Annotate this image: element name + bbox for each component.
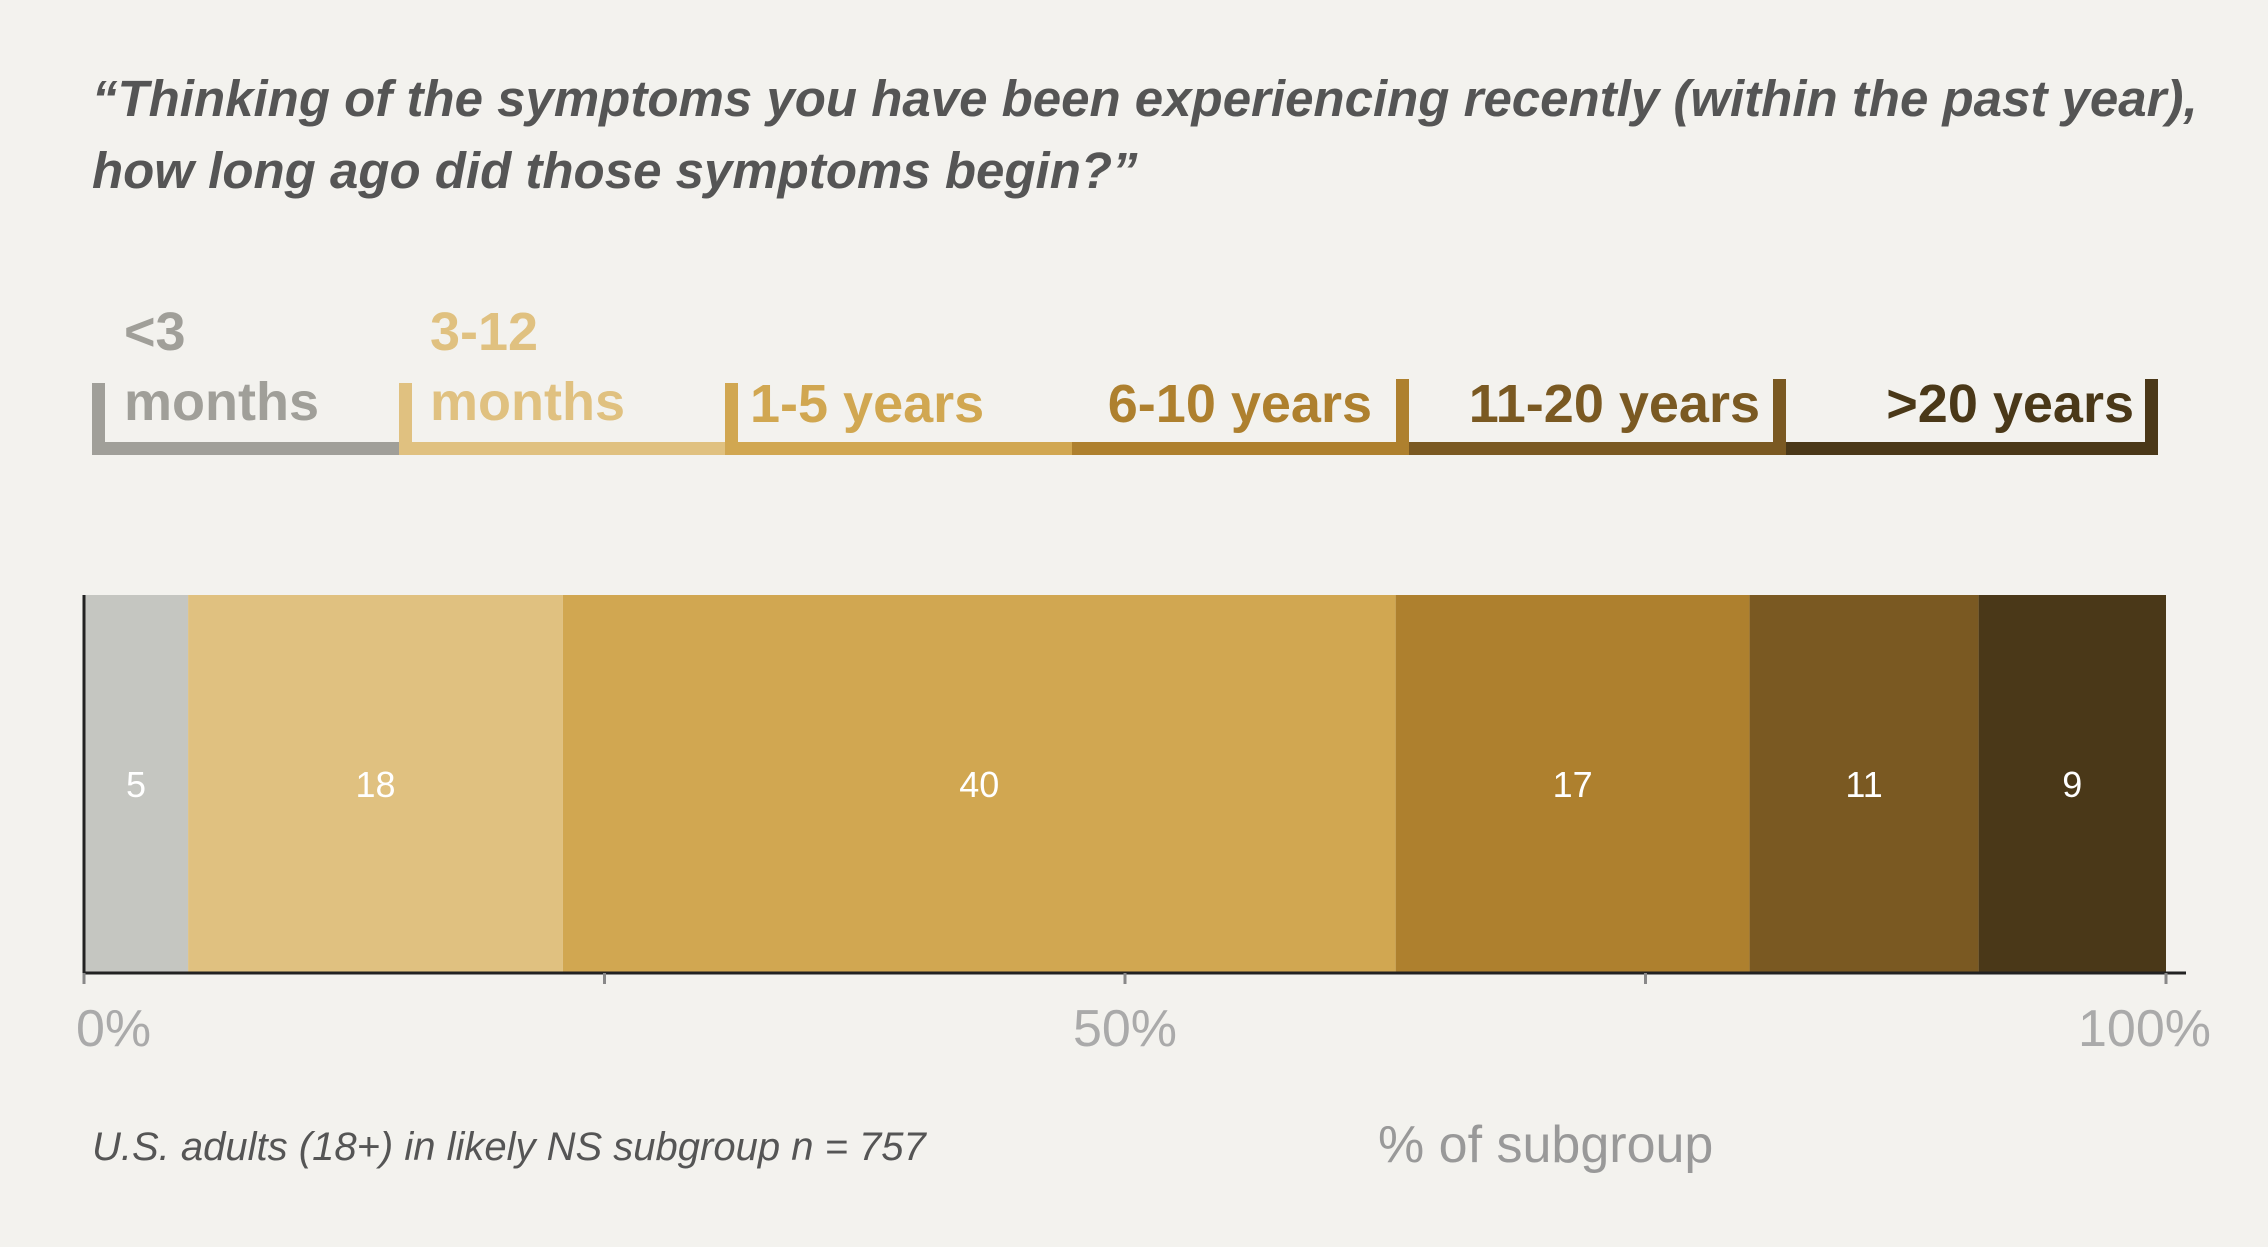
x-axis: 0% 50% 100% (76, 595, 2211, 1058)
bar-segment-3-months (84, 595, 189, 973)
legend-bracket-tick-1-5-years (725, 383, 738, 455)
bar-segment-3-12-months (188, 595, 563, 973)
legend-bracket-1-5-years (725, 442, 1072, 455)
bar-segment-20-years (1978, 595, 2166, 973)
legend-bracket-20-years (1786, 442, 2158, 455)
legend-bracket-3-months (92, 442, 399, 455)
bar-segment-6-10-years (1395, 595, 1750, 973)
legend-label-3-months: months (124, 372, 319, 432)
legend-label-1-5-years: 1-5 years (750, 374, 984, 434)
legend-bracket-3-12-months (399, 442, 725, 455)
bar-segment-1-5-years (562, 595, 1396, 973)
data-label-11-20-years: 11 (1845, 764, 1882, 805)
data-label-3-months: 5 (126, 764, 146, 805)
legend-label-11-20-years: 11-20 years (1469, 374, 1760, 434)
footnote: U.S. adults (18+) in likely NS subgroup … (92, 1125, 928, 1169)
x-tick-label-50: 50% (1073, 1000, 1177, 1058)
data-label-20-years: 9 (2062, 764, 2082, 805)
title-line-1: “Thinking of the symptoms you have been … (92, 70, 2198, 127)
data-label-3-12-months: 18 (355, 764, 395, 805)
x-tick-label-100: 100% (2078, 1000, 2211, 1058)
legend-bracket-tick-3-months (92, 383, 105, 455)
legend: <3 months 3-12 months 1-5 years 6-10 years 11-… (92, 302, 2158, 455)
legend-bracket-tick-20-years (2145, 379, 2158, 455)
title-line-2: how long ago did those symptoms begin?” (92, 142, 1138, 199)
data-label-6-10-years: 17 (1553, 764, 1593, 805)
legend-label-6-10-years: 6-10 years (1108, 374, 1372, 434)
legend-label-3-months: <3 (124, 302, 186, 362)
bar-segment-11-20-years (1749, 595, 1979, 973)
legend-label-3-12-months: months (430, 372, 625, 432)
legend-bracket-tick-6-10-years (1396, 379, 1409, 455)
legend-bracket-6-10-years (1072, 442, 1409, 455)
legend-bracket-tick-11-20-years (1773, 379, 1786, 455)
stacked-bar: 5 18 40 17 11 9 (84, 595, 2166, 973)
data-label-1-5-years: 40 (959, 764, 999, 805)
legend-bracket-tick-3-12-months (399, 383, 412, 455)
x-axis-title: % of subgroup (1378, 1116, 1713, 1174)
legend-bracket-11-20-years (1409, 442, 1786, 455)
legend-label-3-12-months: 3-12 (430, 302, 538, 362)
x-tick-label-0: 0% (76, 1000, 151, 1058)
chart-title: “Thinking of the symptoms you have been … (92, 70, 2198, 199)
legend-label-20-years: >20 years (1886, 374, 2134, 434)
